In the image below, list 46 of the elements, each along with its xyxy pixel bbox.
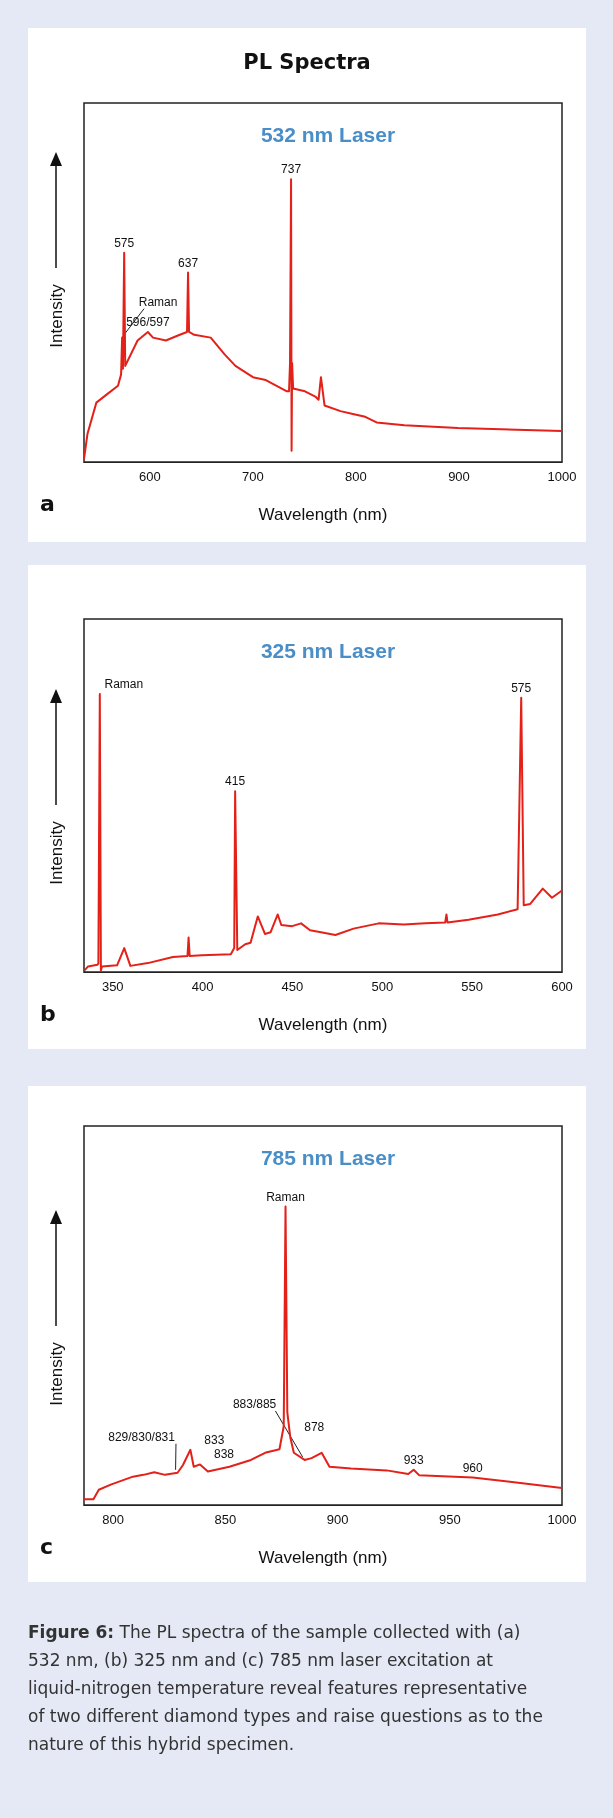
annotation: 637 (178, 255, 199, 270)
caption: Figure 6: The PL spectra of the sample collected with (a) 532 nm, (b) 325 nm and (c) 785 nm laser excitation at liquid-nitrogen temperature reveal features representative of two different diamond types and raise questions as to the nature of this hybrid specimen. (28, 1621, 544, 1756)
y-axis-title: Intensity (46, 820, 66, 885)
x-tick-label: 400 (191, 979, 214, 994)
annotation: 737 (281, 162, 302, 177)
x-tick-label: 850 (214, 1512, 237, 1527)
annotation: 933 (403, 1452, 424, 1467)
x-tick-label: 800 (345, 469, 367, 484)
chart-subtitle: 532 nm Laser (260, 123, 396, 146)
annotation: Raman (138, 294, 178, 309)
x-axis-title: Wavelength (nm) (258, 505, 388, 524)
annotation: 829/830/831 (108, 1429, 176, 1444)
annotation: 878 (304, 1419, 325, 1434)
chart-subtitle: 325 nm Laser (260, 639, 396, 662)
chart-title: PL Spectra (243, 49, 371, 74)
annotation: 575 (114, 235, 135, 250)
x-axis-title: Wavelength (nm) (258, 1015, 388, 1034)
annotation: 833 (204, 1432, 225, 1447)
x-tick-label: 950 (438, 1512, 461, 1527)
x-axis-title: Wavelength (nm) (258, 1548, 388, 1567)
x-tick-label: 900 (448, 469, 470, 484)
annotation: 575 (511, 680, 532, 695)
annotation: 415 (225, 774, 246, 789)
text: b (40, 1000, 56, 1026)
x-tick-label: 450 (281, 979, 304, 994)
y-axis-title: Intensity (46, 1341, 66, 1406)
annotation: Raman (104, 677, 144, 692)
x-tick-label: 500 (371, 979, 394, 994)
annotation: 596/597 (126, 314, 170, 329)
annotation: 960 (462, 1460, 484, 1475)
text: a (40, 490, 55, 516)
chart-subtitle: 785 nm Laser (260, 1146, 396, 1169)
x-tick-label: 800 (102, 1512, 125, 1527)
x-tick-label: 600 (139, 469, 161, 484)
x-tick-label: 700 (242, 469, 264, 484)
annotation: Raman (266, 1189, 305, 1204)
x-tick-label: 350 (101, 979, 124, 994)
annotation: 883/885 (232, 1396, 277, 1411)
text: c (40, 1533, 54, 1559)
x-tick-label: 1000 (547, 1512, 577, 1527)
annotation: 838 (214, 1447, 235, 1462)
x-tick-label: 900 (326, 1512, 349, 1527)
x-tick-label: 1000 (547, 469, 577, 484)
x-tick-label: 550 (461, 979, 483, 994)
x-tick-label: 600 (551, 979, 573, 994)
y-axis-title: Intensity (46, 283, 66, 348)
